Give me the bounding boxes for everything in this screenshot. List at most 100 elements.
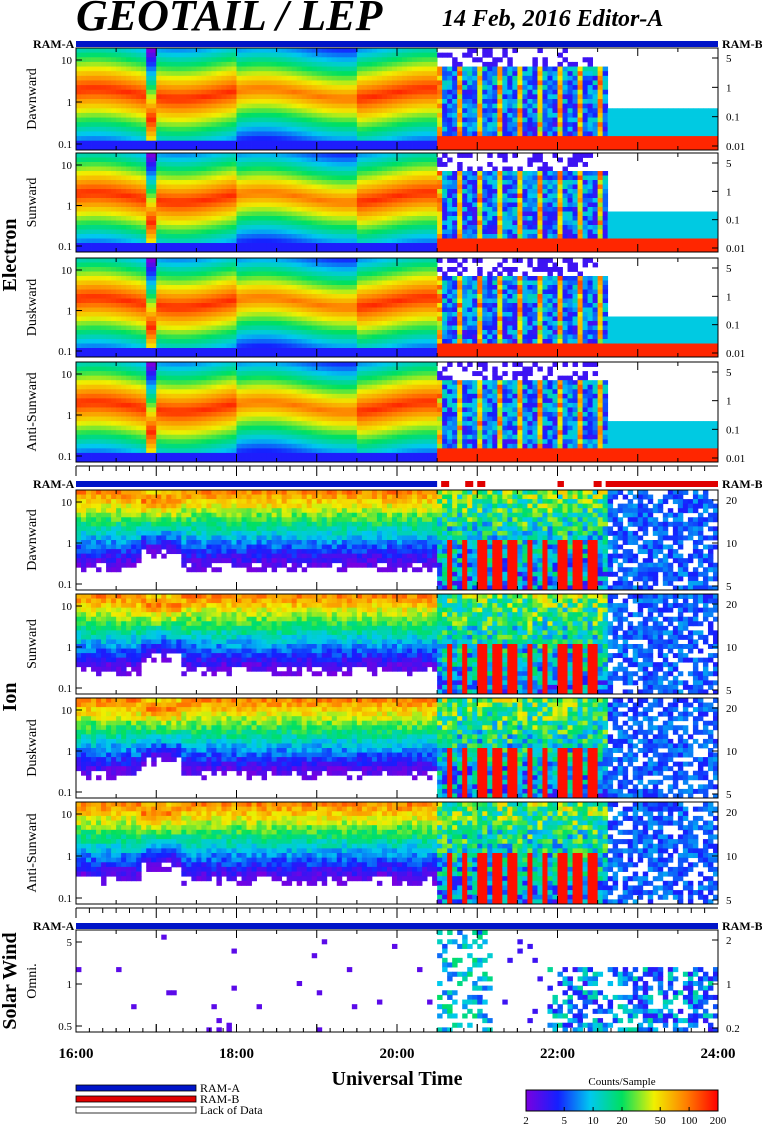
heat-cell [487,176,492,181]
heat-cell [136,53,141,58]
heat-cell [352,71,357,76]
heat-cell [257,243,262,248]
heat-cell [357,207,362,212]
heat-cell [477,203,482,208]
heat-cell [472,180,477,185]
heat-cell [648,239,653,244]
heat-cell [457,76,462,81]
heat-cell [101,67,106,72]
heat-cell [517,221,522,226]
heat-cell [352,203,357,208]
heat-cell [171,158,176,163]
heat-cell [91,122,96,127]
heat-cell [357,85,362,90]
heat-cell [432,207,437,212]
heat-cell [292,80,297,85]
heat-cell [111,234,116,239]
heat-cell [427,221,432,226]
heat-cell [442,162,447,167]
heat-cell [502,136,507,141]
heat-cell [302,80,307,85]
heat-cell [211,113,216,118]
heat-cell [402,48,407,53]
heat-cell [131,94,136,99]
heat-cell [653,131,658,136]
heat-cell [457,104,462,109]
heat-cell [517,185,522,190]
heat-cell [568,99,573,104]
heat-cell [578,71,583,76]
heat-cell [111,203,116,208]
heat-cell [171,57,176,62]
heat-cell [427,194,432,199]
heat-cell [91,118,96,123]
heat-cell [216,158,221,163]
heat-cell [698,243,703,248]
heat-cell [322,243,327,248]
heat-cell [432,230,437,235]
heat-cell [141,76,146,81]
heat-cell [512,185,517,190]
heat-cell [618,113,623,118]
heat-cell [96,99,101,104]
heat-cell [211,136,216,141]
heat-cell [242,176,247,181]
heat-cell [201,122,206,127]
heat-cell [482,80,487,85]
heat-cell [206,243,211,248]
heat-cell [252,180,257,185]
heat-cell [81,113,86,118]
heat-cell [106,131,111,136]
heat-cell [447,108,452,113]
heat-cell [262,216,267,221]
heat-cell [598,85,603,90]
heat-cell [397,127,402,132]
heat-cell [211,127,216,132]
heat-cell [181,158,186,163]
heat-cell [477,167,482,172]
heat-cell [593,85,598,90]
heat-cell [377,71,382,76]
heat-cell [327,167,332,172]
heat-cell [96,212,101,217]
heat-cell [367,113,372,118]
right-tick-label: 0.1 [726,112,740,124]
heat-cell [242,48,247,53]
heat-cell [432,80,437,85]
heat-cell [643,216,648,221]
heat-cell [206,176,211,181]
heat-cell [447,67,452,72]
heat-cell [402,239,407,244]
heat-cell [156,85,161,90]
heat-cell [136,131,141,136]
heat-cell [377,153,382,158]
heat-cell [422,48,427,53]
heat-cell [327,158,332,163]
heat-cell [262,71,267,76]
heat-cell [231,136,236,141]
heat-cell [237,207,242,212]
heat-cell [447,171,452,176]
heat-cell [161,131,166,136]
heat-cell [668,212,673,217]
heat-cell [482,118,487,123]
heat-cell [237,141,242,146]
heat-cell [131,118,136,123]
heat-cell [171,167,176,172]
heat-cell [643,221,648,226]
heat-cell [547,94,552,99]
heat-cell [522,194,527,199]
heat-cell [683,113,688,118]
heat-cell [347,176,352,181]
heat-cell [96,225,101,230]
heat-cell [593,127,598,132]
heat-cell [196,118,201,123]
heat-cell [452,189,457,194]
heat-cell [131,67,136,72]
heat-cell [302,221,307,226]
heat-cell [101,239,106,244]
heat-cell [407,57,412,62]
heat-cell [216,113,221,118]
heat-cell [201,76,206,81]
heat-cell [593,176,598,181]
